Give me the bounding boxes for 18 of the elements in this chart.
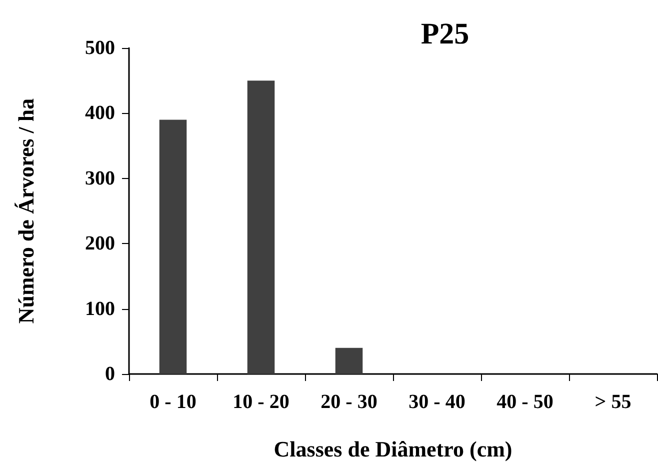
bar <box>159 120 187 374</box>
y-tick-label: 100 <box>85 298 115 320</box>
y-tick-label: 400 <box>85 102 115 124</box>
y-axis-title: Número de Árvores / ha <box>14 98 38 324</box>
x-tick-label: > 55 <box>594 391 632 413</box>
x-tick-label: 0 - 10 <box>150 391 196 413</box>
bar <box>335 348 363 374</box>
y-tick-label: 300 <box>85 167 115 190</box>
y-tick-label: 500 <box>85 37 115 59</box>
x-tick-label: 30 - 40 <box>408 391 466 413</box>
x-axis-title: Classes de Diâmetro (cm) <box>274 436 512 462</box>
bar <box>247 80 275 374</box>
y-tick-label: 200 <box>85 232 115 255</box>
x-tick-label: 20 - 30 <box>320 391 378 413</box>
x-tick-label: 40 - 50 <box>496 391 554 413</box>
y-tick-label: 0 <box>105 363 115 385</box>
chart-title: P25 <box>420 18 470 50</box>
x-tick-label: 10 - 20 <box>232 391 290 413</box>
